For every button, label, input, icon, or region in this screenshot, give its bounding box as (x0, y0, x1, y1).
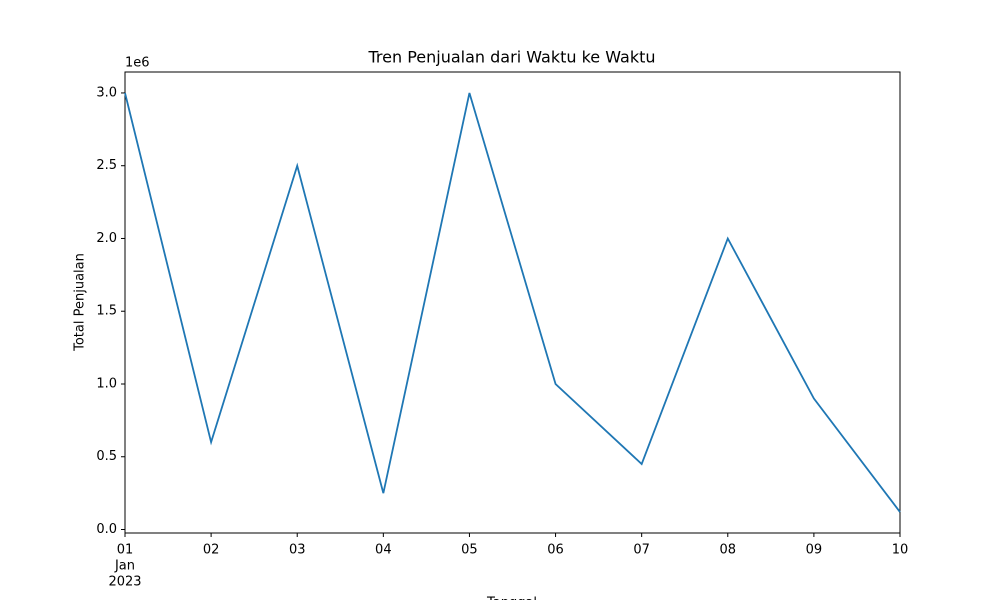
x-tick-label: 10 (892, 543, 909, 558)
y-tick-label: 0.0 (96, 522, 117, 537)
line-series (124, 92, 901, 513)
y-tick-label: 1.5 (96, 304, 117, 319)
x-tick-label: 03 (289, 543, 306, 558)
chart-title: Tren Penjualan dari Waktu ke Waktu (368, 48, 656, 67)
y-tick-label: 1.0 (96, 376, 117, 391)
x-tick-label: 06 (547, 543, 564, 558)
x-tick-label: 07 (633, 543, 650, 558)
x-year-label: 2023 (108, 575, 141, 590)
x-month-label: Jan (114, 559, 135, 574)
x-tick-label: 09 (806, 543, 823, 558)
x-tick-label: 05 (461, 543, 478, 558)
x-tick-label: 04 (375, 543, 392, 558)
y-tick-label: 3.0 (96, 85, 117, 100)
x-axis-label: Tanggal (486, 596, 537, 600)
x-tick-label: 02 (203, 543, 220, 558)
y-tick-label: 0.5 (96, 449, 117, 464)
plot-frame (124, 71, 901, 534)
y-axis-label: Total Penjualan (73, 253, 88, 352)
y-tick-label: 2.5 (96, 158, 117, 173)
y-tick-label: 2.0 (96, 231, 117, 246)
y-offset-label: 1e6 (125, 56, 150, 71)
x-tick-label: 08 (720, 543, 737, 558)
x-tick-label: 01 (117, 543, 134, 558)
